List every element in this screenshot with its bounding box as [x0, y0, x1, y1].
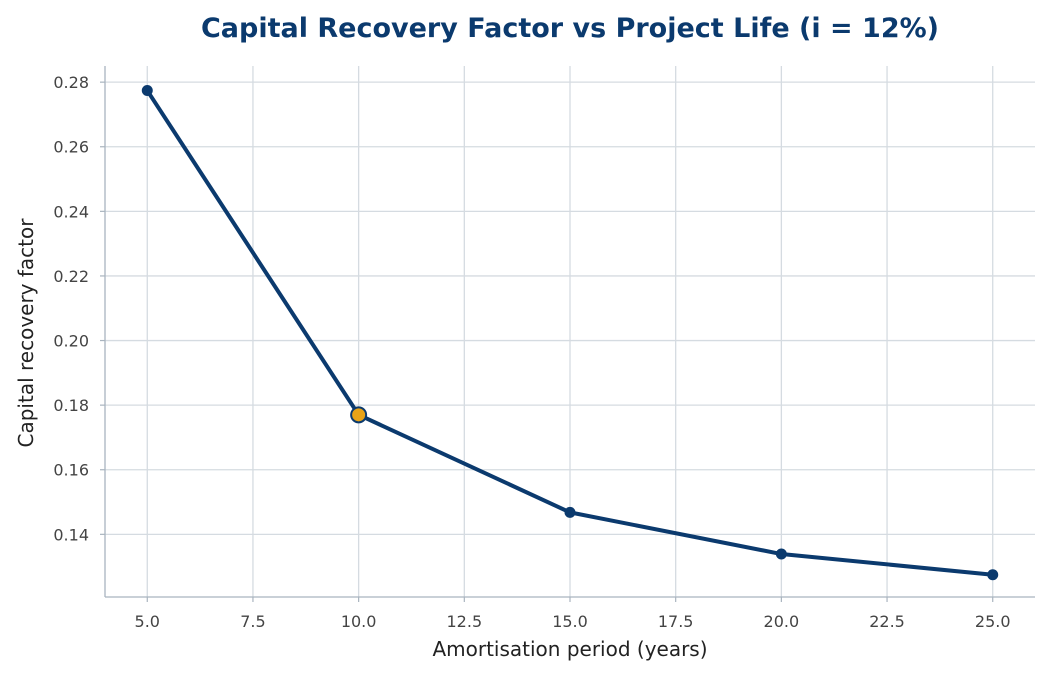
- y-tick-label: 0.16: [53, 461, 89, 480]
- x-tick-label: 12.5: [447, 612, 483, 631]
- y-tick-label: 0.26: [53, 138, 89, 157]
- grid: [105, 66, 1035, 597]
- y-tick-label: 0.20: [53, 332, 89, 351]
- data-point: [141, 85, 153, 97]
- highlight-point: [350, 406, 368, 424]
- x-tick-label: 25.0: [975, 612, 1011, 631]
- x-tick-label: 7.5: [240, 612, 265, 631]
- x-axis-label: Amortisation period (years): [432, 637, 707, 661]
- data-point: [987, 569, 999, 581]
- x-tick-label: 22.5: [869, 612, 905, 631]
- x-tick-label: 17.5: [658, 612, 694, 631]
- x-axis-ticks: 5.0 7.5 10.0 12.5 15.0 17.5 20.0 22.5 25.0: [135, 597, 1011, 631]
- x-tick-label: 10.0: [341, 612, 377, 631]
- y-tick-label: 0.28: [53, 73, 89, 92]
- y-tick-label: 0.18: [53, 396, 89, 415]
- x-tick-label: 5.0: [135, 612, 160, 631]
- x-tick-label: 20.0: [764, 612, 800, 631]
- data-point: [564, 506, 576, 518]
- y-axis-label: Capital recovery factor: [14, 218, 38, 448]
- y-tick-label: 0.14: [53, 525, 89, 544]
- data-point: [775, 548, 787, 560]
- y-tick-label: 0.24: [53, 202, 89, 221]
- data-points: [141, 85, 999, 581]
- y-axis-ticks: 0.14 0.16 0.18 0.20 0.22 0.24 0.26 0.28: [53, 73, 105, 544]
- chart-title: Capital Recovery Factor vs Project Life …: [201, 13, 939, 44]
- x-tick-label: 15.0: [552, 612, 588, 631]
- y-tick-label: 0.22: [53, 267, 89, 286]
